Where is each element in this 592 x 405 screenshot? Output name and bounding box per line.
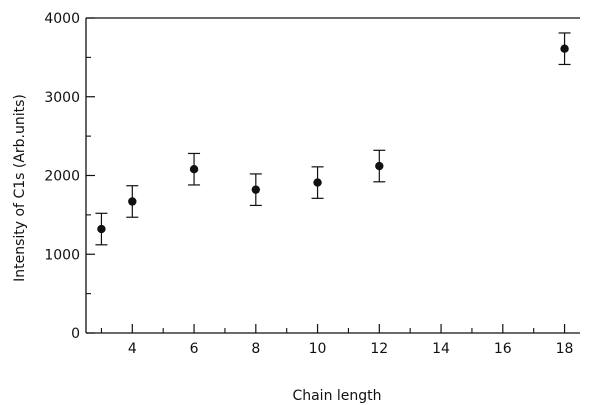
data-point [375, 161, 384, 171]
x-tick-label: 18 [556, 341, 574, 357]
y-tick-label: 4000 [44, 11, 80, 27]
data-point [189, 165, 199, 174]
x-tick-label: 10 [309, 341, 327, 357]
x-tick-label: 6 [190, 341, 199, 357]
data-point [128, 197, 137, 206]
data-points [97, 44, 569, 234]
x-tick-label: 4 [128, 341, 137, 357]
data-point [560, 44, 569, 53]
tick-labels: 4 6 8 10 12 14 16 18 0 1000 2000 3000 4000 [44, 11, 573, 357]
data-point [251, 185, 261, 194]
data-point [97, 224, 106, 234]
error-bars [95, 32, 571, 246]
y-tick-label: 1000 [44, 247, 80, 263]
x-tick-label: 16 [494, 341, 512, 357]
x-axis-label: Chain length [292, 388, 381, 404]
axes [85, 17, 580, 334]
ticks [86, 17, 566, 334]
y-axis-label: Intensity of C1s (Arb.units) [12, 94, 28, 282]
y-tick-label: 2000 [44, 169, 80, 185]
y-tick-label: 0 [71, 326, 80, 342]
x-tick-label: 14 [432, 341, 450, 357]
x-tick-label: 8 [251, 341, 260, 357]
data-point [313, 178, 322, 187]
y-tick-label: 3000 [44, 90, 80, 106]
x-tick-label: 12 [370, 341, 388, 357]
